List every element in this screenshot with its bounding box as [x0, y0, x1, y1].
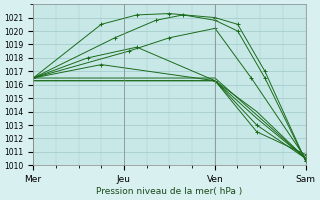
X-axis label: Pression niveau de la mer( hPa ): Pression niveau de la mer( hPa ): [96, 187, 243, 196]
